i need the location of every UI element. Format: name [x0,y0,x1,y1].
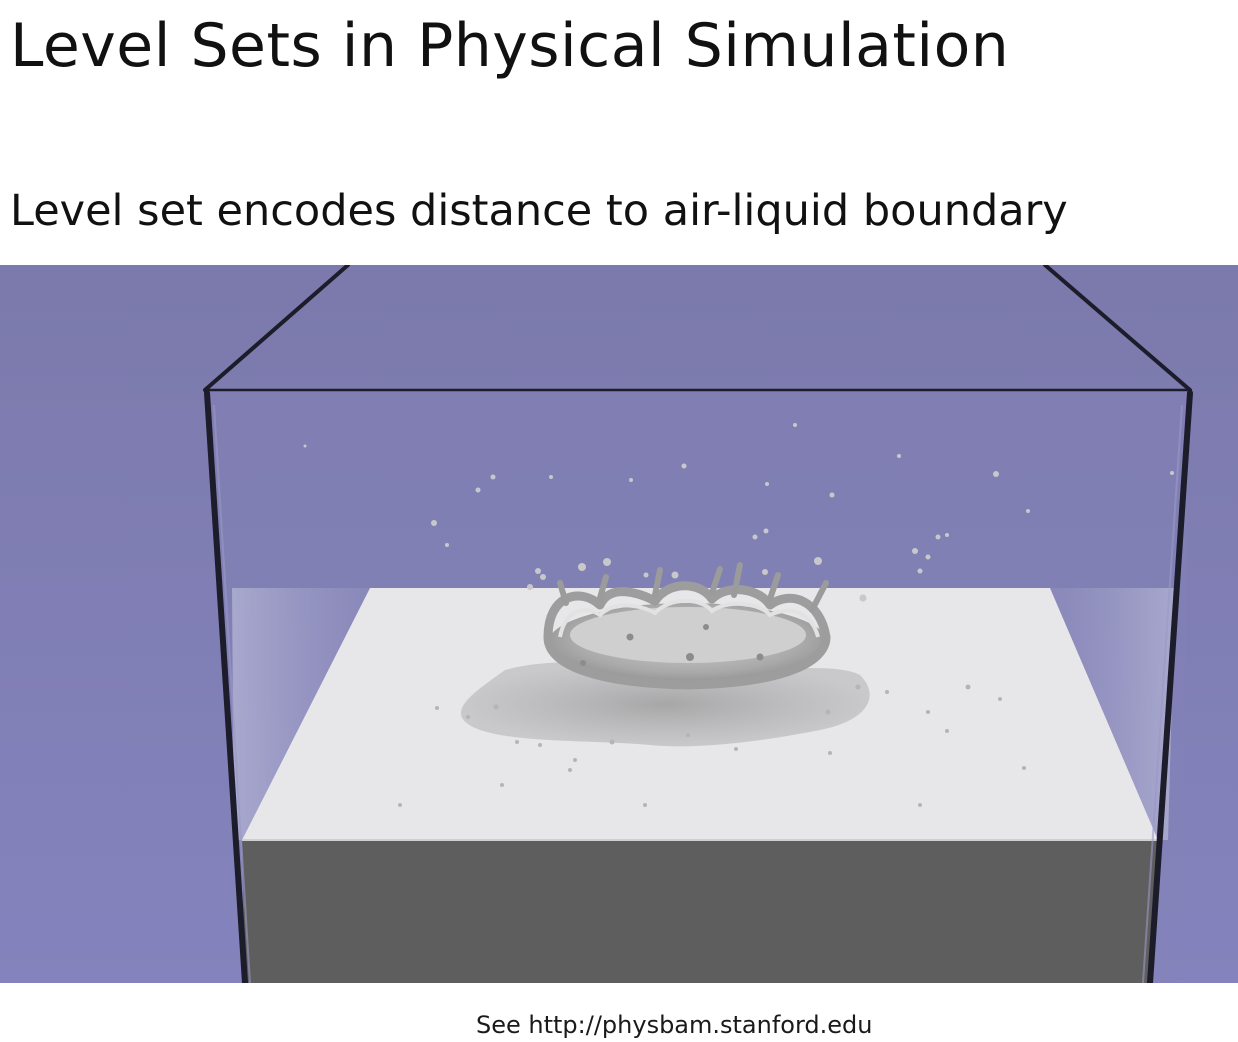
splash-shadow [460,662,870,747]
simulation-render [0,265,1238,983]
block-front [242,840,1158,983]
source-credit: See http://physbam.stanford.edu [476,1011,873,1039]
tank-edges [203,265,1193,983]
slide-subtitle: Level set encodes distance to air-liquid… [10,186,1068,236]
slide-title: Level Sets in Physical Simulation [10,11,1010,81]
